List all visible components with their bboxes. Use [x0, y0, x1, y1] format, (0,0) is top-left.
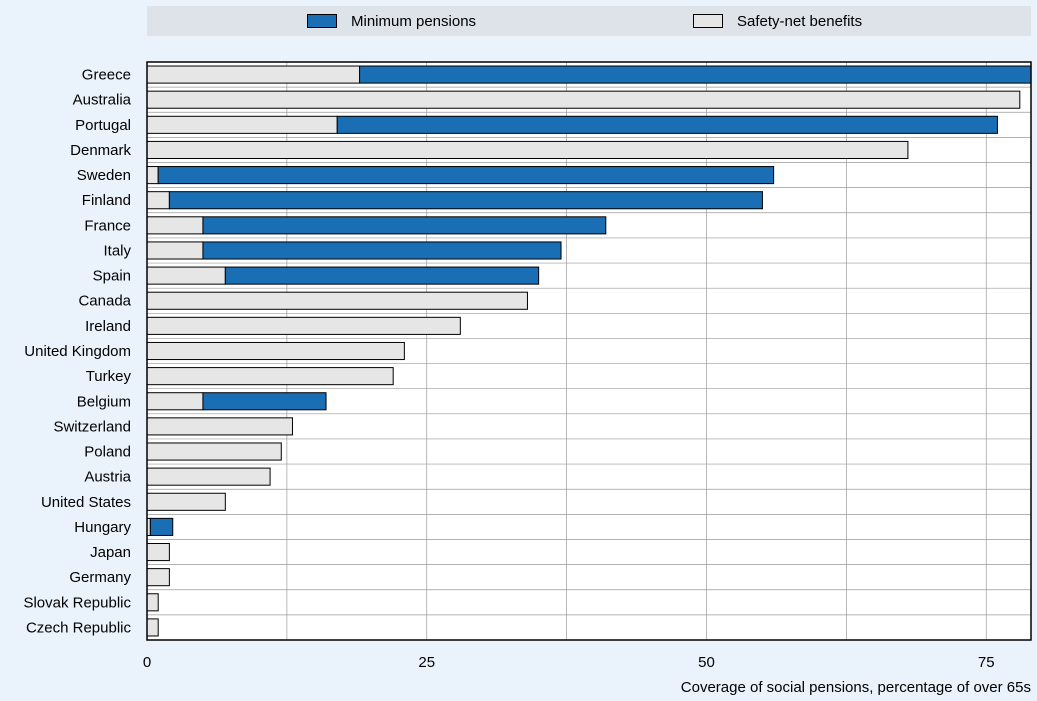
category-label-austria: Austria [84, 469, 131, 486]
bar-united-states-safety-net-benefits [146, 492, 226, 511]
x-tick-label-50: 50 [698, 654, 715, 671]
bar-italy-minimum-pensions [202, 241, 562, 260]
category-label-united-states: United States [41, 494, 131, 511]
bar-belgium-safety-net-benefits [146, 392, 204, 411]
category-label-france: France [84, 217, 131, 234]
category-label-canada: Canada [78, 293, 131, 310]
bar-ireland-safety-net-benefits [146, 316, 461, 335]
bar-united-kingdom-safety-net-benefits [146, 341, 405, 361]
bar-japan-safety-net-benefits [146, 542, 170, 562]
bar-denmark-safety-net-benefits [146, 140, 909, 160]
bar-germany-safety-net-benefits [146, 568, 170, 587]
bar-poland-safety-net-benefits [146, 442, 282, 461]
category-label-ireland: Ireland [85, 318, 131, 335]
category-label-portugal: Portugal [75, 117, 131, 134]
x-tick-label-25: 25 [418, 654, 435, 671]
bar-portugal-safety-net-benefits [146, 115, 338, 134]
bar-portugal-minimum-pensions [336, 115, 998, 134]
bar-slovak-republic-safety-net-benefits [146, 593, 159, 612]
category-label-germany: Germany [69, 569, 131, 586]
category-label-australia: Australia [73, 92, 132, 109]
category-label-denmark: Denmark [70, 142, 131, 159]
bar-hungary-minimum-pensions [149, 517, 174, 536]
bar-finland-minimum-pensions [168, 191, 763, 210]
category-label-united-kingdom: United Kingdom [24, 343, 131, 360]
bar-greece-safety-net-benefits [146, 65, 361, 84]
bar-belgium-minimum-pensions [202, 392, 327, 411]
category-labels: Greece Australia Portugal Denmark Sweden Finl… [23, 67, 131, 637]
bars [146, 65, 1032, 637]
category-label-belgium: Belgium [77, 393, 131, 410]
legend-swatch-minimum-pensions [307, 14, 337, 28]
bar-switzerland-safety-net-benefits [146, 417, 293, 436]
category-label-slovak-republic: Slovak Republic [23, 594, 131, 611]
category-label-italy: Italy [103, 242, 131, 259]
bar-italy-safety-net-benefits [146, 241, 204, 260]
category-label-switzerland: Switzerland [53, 418, 131, 435]
bar-spain-minimum-pensions [224, 266, 540, 285]
category-label-hungary: Hungary [74, 519, 131, 536]
legend-label-minimum-pensions: Minimum pensions [351, 12, 477, 30]
bar-sweden-safety-net-benefits [146, 166, 159, 185]
category-label-poland: Poland [84, 444, 131, 461]
bar-finland-safety-net-benefits [146, 191, 170, 210]
bar-turkey-safety-net-benefits [146, 367, 394, 386]
chart-legend: Minimum pensions Safety-net benefits [147, 6, 1031, 36]
category-label-spain: Spain [93, 268, 131, 285]
legend-swatch-safety-net-benefits [693, 14, 723, 28]
x-tick-label-0: 0 [143, 654, 151, 671]
category-label-japan: Japan [90, 544, 131, 561]
legend-item-minimum-pensions: Minimum pensions [307, 6, 476, 36]
category-label-greece: Greece [82, 67, 131, 84]
x-tick-label-75: 75 [978, 654, 995, 671]
bar-greece-minimum-pensions [359, 65, 1032, 84]
category-label-turkey: Turkey [86, 368, 132, 385]
x-axis-label: Coverage of social pensions, percentage … [681, 679, 1031, 696]
bar-canada-safety-net-benefits [146, 291, 528, 310]
bar-australia-safety-net-benefits [146, 90, 1021, 109]
bar-france-safety-net-benefits [146, 216, 204, 235]
bar-austria-safety-net-benefits [146, 467, 271, 486]
category-label-finland: Finland [82, 192, 131, 209]
bar-czech-republic-safety-net-benefits [146, 618, 159, 637]
category-label-czech-republic: Czech Republic [26, 619, 132, 636]
x-tick-labels: 0 25 50 75 [143, 654, 995, 671]
legend-label-safety-net-benefits: Safety-net benefits [737, 12, 863, 30]
legend-item-safety-net-benefits: Safety-net benefits [693, 6, 862, 36]
bar-spain-safety-net-benefits [146, 266, 226, 285]
plot-frame [146, 61, 1032, 641]
bar-france-minimum-pensions [202, 216, 607, 235]
bar-sweden-minimum-pensions [157, 166, 775, 185]
category-label-sweden: Sweden [77, 167, 131, 184]
